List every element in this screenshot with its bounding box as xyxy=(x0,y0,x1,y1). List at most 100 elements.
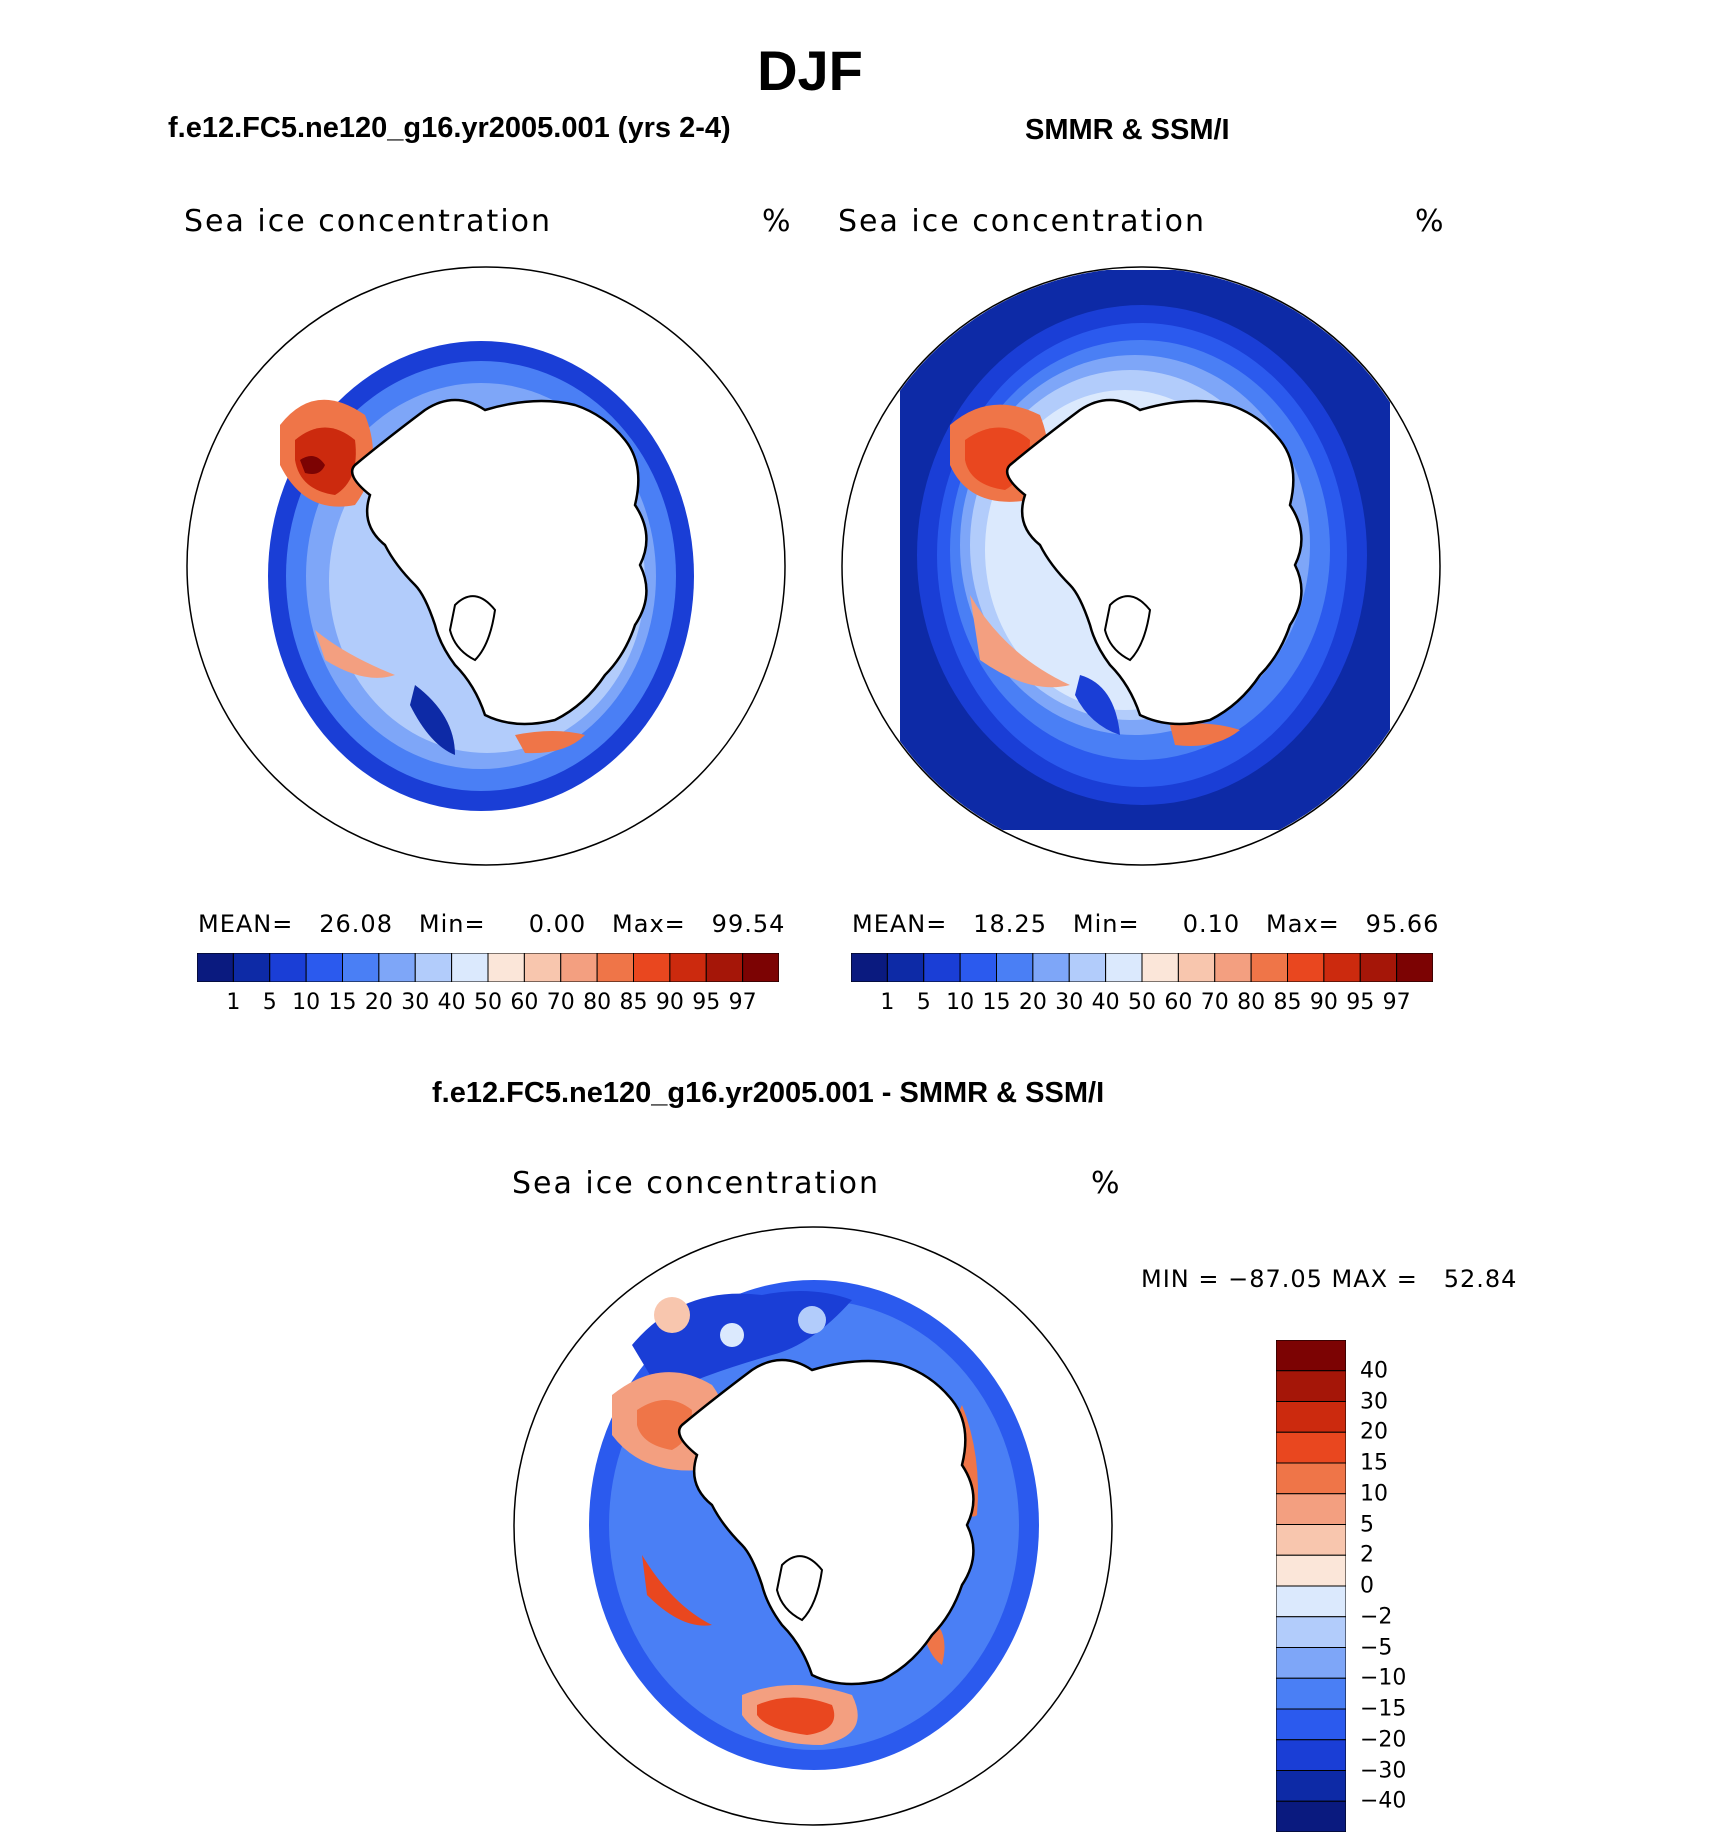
colorbar-tick-label: 97 xyxy=(1382,990,1411,1015)
colorbar-tick-label: −10 xyxy=(1360,1665,1407,1691)
colorbar-tick-label: 50 xyxy=(1128,990,1156,1015)
colorbar-swatch xyxy=(378,953,416,982)
mean-value: 18.25 xyxy=(973,910,1047,938)
colorbar-tick-label: 30 xyxy=(1055,990,1084,1015)
colorbar-swatch xyxy=(560,953,598,982)
antarctica-coastline-obs xyxy=(1005,398,1303,726)
mean-value: 26.08 xyxy=(319,910,393,938)
colorbar-swatch xyxy=(996,953,1034,982)
units-label-model: % xyxy=(762,204,791,239)
colorbar-swatch xyxy=(669,953,707,982)
colorbar-swatch xyxy=(851,953,888,982)
colorbar-tick-label: 5 xyxy=(916,990,931,1015)
stats-diff: MIN = −87.05 MAX = 52.84 xyxy=(1141,1265,1518,1293)
colorbar-swatch xyxy=(1276,1585,1346,1618)
colorbar-swatch xyxy=(742,953,779,982)
polar-map-model xyxy=(186,266,786,866)
colorbar-swatch xyxy=(1105,953,1143,982)
colorbar-tick-label: 1 xyxy=(226,990,241,1015)
colorbar-ticks-obs: 1 5 10 15 20 30 40 50 60 70 80 85 90 95 97 xyxy=(851,990,1433,1018)
colorbar-tick-label: 10 xyxy=(946,990,975,1015)
colorbar-ticks-model: 1 5 10 15 20 30 40 50 60 70 80 85 90 95 97 xyxy=(197,990,779,1018)
colorbar-swatch xyxy=(1276,1800,1346,1832)
colorbar-swatch xyxy=(1276,1554,1346,1587)
max-label: Max= xyxy=(612,910,686,938)
colorbar-tick-label: 15 xyxy=(1360,1450,1388,1476)
colorbar-tick-label: 80 xyxy=(583,990,612,1015)
antarctica-coastline-diff xyxy=(677,1358,975,1686)
colorbar-obs xyxy=(851,953,1433,982)
mean-label: MEAN= xyxy=(198,910,294,938)
colorbar-swatch xyxy=(1250,953,1288,982)
min-value: 0.00 xyxy=(528,910,587,938)
colorbar-swatch xyxy=(1068,953,1107,982)
colorbar-swatch xyxy=(1276,1708,1346,1741)
panel-title-obs: SMMR & SSM/I xyxy=(1025,114,1230,146)
colorbar-tick-label: 60 xyxy=(1164,990,1193,1015)
colorbar-swatch xyxy=(1177,953,1216,982)
colorbar-swatch xyxy=(197,953,234,982)
colorbar-tick-label: 95 xyxy=(692,990,721,1015)
figure-title: DJF xyxy=(757,39,863,102)
colorbar-tick-label: −20 xyxy=(1360,1727,1407,1753)
colorbar-swatch xyxy=(487,953,525,982)
stats-obs: MEAN= 18.25 Min= 0.10 Max= 95.66 xyxy=(852,910,1439,938)
colorbar-swatch xyxy=(1276,1493,1346,1525)
colorbar-tick-label: 10 xyxy=(292,990,321,1015)
colorbar-swatch xyxy=(232,953,271,982)
antarctica-coastline-model xyxy=(350,398,648,726)
max-label: Max= xyxy=(1266,910,1340,938)
colorbar-tick-label: −5 xyxy=(1360,1635,1393,1660)
colorbar-tick-label: 90 xyxy=(1309,990,1338,1015)
colorbar-tick-label: 30 xyxy=(1360,1389,1388,1414)
colorbar-swatch xyxy=(1276,1770,1346,1802)
polar-map-diff xyxy=(513,1226,1113,1826)
colorbar-swatch xyxy=(705,953,744,982)
colorbar-swatch xyxy=(305,953,343,982)
colorbar-tick-label: 85 xyxy=(1273,990,1302,1015)
colorbar-swatch xyxy=(959,953,997,982)
colorbar-swatch xyxy=(1276,1401,1346,1433)
colorbar-tick-label: −40 xyxy=(1360,1788,1407,1814)
variable-label-model: Sea ice concentration xyxy=(184,204,553,239)
colorbar-swatch xyxy=(451,953,489,982)
min-label: Min= xyxy=(418,910,486,938)
colorbar-tick-label: 90 xyxy=(655,990,684,1015)
max-value: 99.54 xyxy=(711,910,786,938)
colorbar-tick-label: 20 xyxy=(1360,1419,1388,1445)
colorbar-tick-label: 70 xyxy=(546,990,575,1015)
colorbar-swatch xyxy=(342,953,380,982)
mean-label: MEAN= xyxy=(852,910,948,938)
colorbar-tick-label: 15 xyxy=(328,990,357,1015)
colorbar-tick-label: 85 xyxy=(619,990,648,1015)
colorbar-swatch xyxy=(1141,953,1179,982)
colorbar-swatch xyxy=(923,953,961,982)
colorbar-swatch xyxy=(1276,1647,1346,1679)
colorbar-swatch xyxy=(1276,1370,1346,1402)
colorbar-swatch xyxy=(523,953,562,982)
colorbar-tick-label: 1 xyxy=(880,990,895,1015)
colorbar-swatch xyxy=(596,953,634,982)
panel-title-diff: f.e12.FC5.ne120_g16.yr2005.001 - SMMR & … xyxy=(432,1077,1105,1109)
colorbar-tick-label: 20 xyxy=(364,990,393,1015)
colorbar-tick-label: −15 xyxy=(1360,1696,1407,1722)
map-boundary-diff xyxy=(513,1226,1113,1826)
colorbar-tick-label: 40 xyxy=(1360,1358,1388,1384)
colorbar-ticks-diff: 40 30 20 15 10 5 2 0 −2 −5 −10 −15 −20 −30 −40 xyxy=(1360,1340,1420,1832)
min-label: Min= xyxy=(1072,910,1140,938)
colorbar-tick-label: 5 xyxy=(1360,1512,1374,1537)
colorbar-swatch xyxy=(1032,953,1070,982)
colorbar-swatch xyxy=(633,953,671,982)
colorbar-tick-label: 5 xyxy=(262,990,277,1015)
map-boundary-obs xyxy=(841,266,1441,866)
colorbar-tick-label: 60 xyxy=(510,990,539,1015)
stats-model: MEAN= 26.08 Min= 0.00 Max= 99.54 xyxy=(198,910,785,938)
colorbar-tick-label: 95 xyxy=(1346,990,1375,1015)
colorbar-tick-label: 40 xyxy=(1091,990,1120,1015)
colorbar-swatch xyxy=(886,953,925,982)
colorbar-swatch xyxy=(1214,953,1252,982)
colorbar-swatch xyxy=(1276,1677,1346,1710)
colorbar-tick-label: 50 xyxy=(474,990,502,1015)
colorbar-tick-label: 10 xyxy=(1360,1481,1388,1507)
colorbar-tick-label: 15 xyxy=(982,990,1011,1015)
